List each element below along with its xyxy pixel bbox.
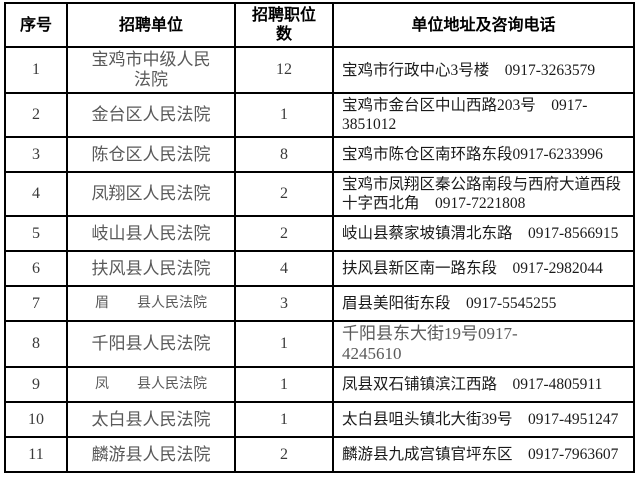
table-row: 8 千阳县人民法院 1 千阳县东大街19号0917- 4245610: [4, 320, 635, 368]
recruitment-table: 序号 招聘单位 招聘职位 数单位地址及咨询电话 1 宝鸡市中级人民 法院 12 宝鸡市行政…: [4, 2, 635, 473]
address-cell: 凤县双石铺镇滨江西路 0917-4805911: [332, 366, 635, 403]
table-row: 5 岐山县人民法院 2 岐山县蔡家坡镇渭北东路 0917-8566915: [4, 215, 635, 252]
positions-cell: 1: [234, 401, 334, 438]
serial-cell: 10: [4, 401, 68, 438]
address-cell: 宝鸡市金台区中山西路203号 0917- 3851012: [332, 92, 635, 138]
positions-cell: 1: [234, 366, 334, 403]
unit-cell: 千阳县人民法院: [66, 320, 236, 368]
column-header-1: 招聘单位: [66, 2, 236, 48]
table-row: 2 金台区人民法院 1 宝鸡市金台区中山西路203号 0917- 3851012: [4, 92, 635, 138]
serial-cell: 7: [4, 285, 68, 322]
serial-cell: 5: [4, 215, 68, 252]
address-cell: 岐山县蔡家坡镇渭北东路 0917-8566915: [332, 215, 635, 252]
serial-cell: 8: [4, 320, 68, 368]
address-cell: 眉县美阳街东段 0917-5545255: [332, 285, 635, 322]
positions-cell: 2: [234, 215, 334, 252]
unit-cell: 眉 县人民法院: [66, 285, 236, 322]
serial-cell: 4: [4, 171, 68, 217]
unit-cell: 陈仓区人民法院: [66, 136, 236, 173]
address-cell: 扶风县新区南一路东段 0917-2982044: [332, 250, 635, 287]
unit-cell: 宝鸡市中级人民 法院: [66, 46, 236, 94]
table-body: 1 宝鸡市中级人民 法院 12 宝鸡市行政中心3号楼 0917-3263579 2 金台区…: [4, 46, 635, 473]
address-cell: 宝鸡市陈仓区南环路东段0917-6233996: [332, 136, 635, 173]
table-row: 6 扶风县人民法院 4 扶风县新区南一路东段 0917-2982044: [4, 250, 635, 287]
unit-cell: 岐山县人民法院: [66, 215, 236, 252]
positions-cell: 2: [234, 171, 334, 217]
table-row: 1 宝鸡市中级人民 法院 12 宝鸡市行政中心3号楼 0917-3263579: [4, 46, 635, 94]
table-header: 序号 招聘单位 招聘职位 数单位地址及咨询电话: [4, 2, 635, 48]
positions-cell: 12: [234, 46, 334, 94]
unit-cell: 金台区人民法院: [66, 92, 236, 138]
serial-cell: 2: [4, 92, 68, 138]
serial-cell: 6: [4, 250, 68, 287]
positions-cell: 8: [234, 136, 334, 173]
positions-cell: 4: [234, 250, 334, 287]
address-cell: 宝鸡市凤翔区秦公路南段与西府大道西段 十字西北角 0917-7221808: [332, 171, 635, 217]
unit-cell: 凤翔区人民法院: [66, 171, 236, 217]
address-cell: 千阳县东大街19号0917- 4245610: [332, 320, 635, 368]
serial-cell: 1: [4, 46, 68, 94]
unit-cell: 麟游县人民法院: [66, 436, 236, 473]
unit-cell: 凤 县人民法院: [66, 366, 236, 403]
table-row: 4 凤翔区人民法院 2 宝鸡市凤翔区秦公路南段与西府大道西段 十字西北角 0917-7…: [4, 171, 635, 217]
serial-cell: 11: [4, 436, 68, 473]
header-row: 序号 招聘单位 招聘职位 数单位地址及咨询电话: [4, 2, 635, 48]
column-header-0: 序号: [4, 2, 68, 48]
address-cell: 宝鸡市行政中心3号楼 0917-3263579: [332, 46, 635, 94]
table-row: 11 麟游县人民法院 2 麟游县九成宫镇官坪东区 0917-7963607: [4, 436, 635, 473]
table-row: 10 太白县人民法院 1 太白县咀头镇北大街39号 0917-4951247: [4, 401, 635, 438]
positions-cell: 1: [234, 320, 334, 368]
positions-cell: 1: [234, 92, 334, 138]
positions-cell: 3: [234, 285, 334, 322]
column-header-3: 单位地址及咨询电话: [332, 2, 635, 48]
table-row: 3 陈仓区人民法院 8 宝鸡市陈仓区南环路东段0917-6233996: [4, 136, 635, 173]
unit-cell: 太白县人民法院: [66, 401, 236, 438]
positions-cell: 2: [234, 436, 334, 473]
serial-cell: 3: [4, 136, 68, 173]
serial-cell: 9: [4, 366, 68, 403]
unit-cell: 扶风县人民法院: [66, 250, 236, 287]
address-cell: 麟游县九成宫镇官坪东区 0917-7963607: [332, 436, 635, 473]
address-cell: 太白县咀头镇北大街39号 0917-4951247: [332, 401, 635, 438]
column-header-2: 招聘职位 数: [234, 2, 334, 48]
